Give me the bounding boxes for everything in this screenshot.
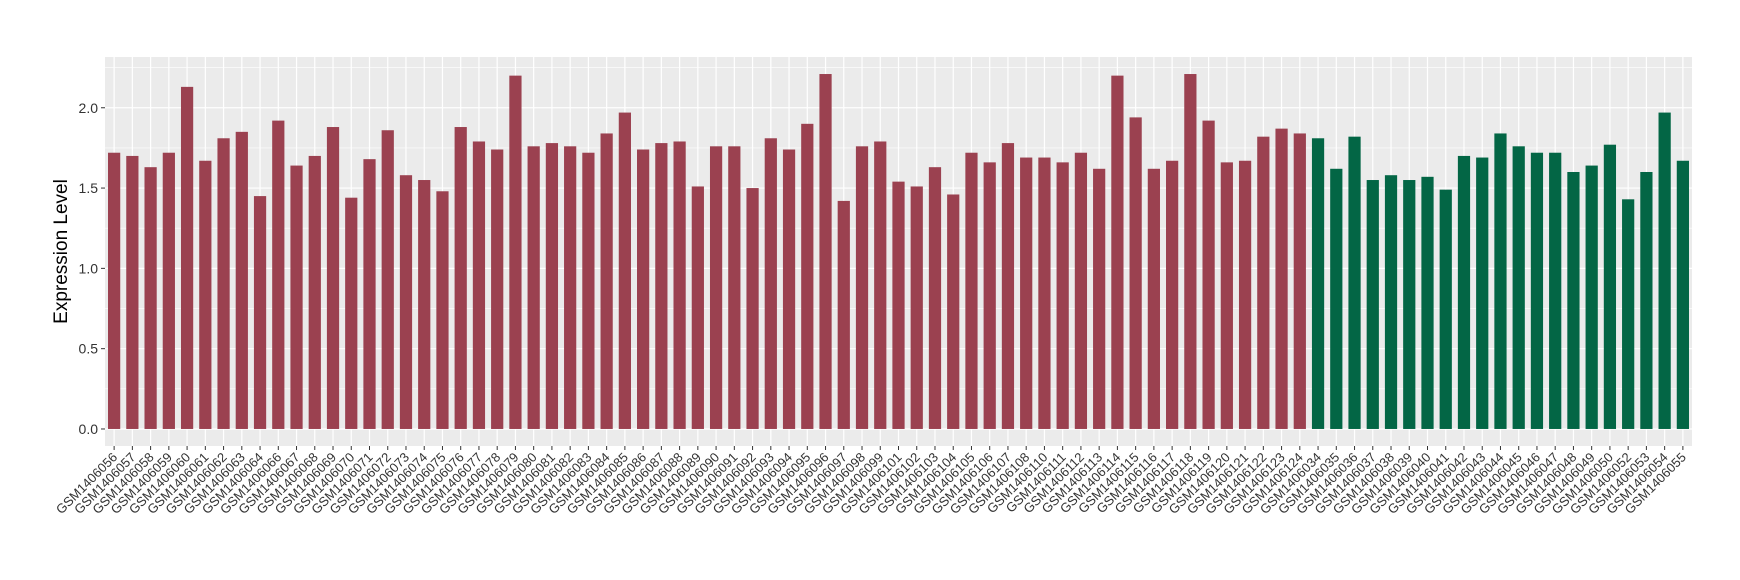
bar-GSM1406048 bbox=[1567, 171, 1580, 429]
bar-GSM1406047 bbox=[1549, 152, 1562, 429]
y-tick-label: 2.0 bbox=[79, 100, 99, 116]
y-tick-label: 1.0 bbox=[79, 260, 99, 276]
bar-GSM1406071 bbox=[363, 159, 376, 429]
bar-GSM1406077 bbox=[472, 141, 486, 429]
bar-GSM1406039 bbox=[1403, 180, 1416, 429]
bar-GSM1406098 bbox=[855, 146, 869, 429]
bar-GSM1406070 bbox=[345, 197, 358, 429]
bar-GSM1406049 bbox=[1585, 165, 1598, 429]
bar-GSM1406092 bbox=[746, 188, 759, 429]
bar-GSM1406068 bbox=[308, 155, 321, 429]
bar-GSM1406061 bbox=[199, 160, 212, 429]
bars bbox=[108, 74, 1689, 429]
bar-GSM1406064 bbox=[253, 196, 267, 429]
bar-GSM1406074 bbox=[418, 180, 431, 429]
bar-GSM1406045 bbox=[1512, 146, 1525, 429]
bar-GSM1406075 bbox=[436, 191, 449, 429]
bar-GSM1406062 bbox=[217, 138, 230, 429]
bar-GSM1406078 bbox=[491, 149, 504, 429]
bar-GSM1406041 bbox=[1439, 189, 1452, 429]
bar-GSM1406044 bbox=[1494, 133, 1507, 429]
bar-GSM1406035 bbox=[1330, 168, 1343, 429]
bar-GSM1406059 bbox=[162, 152, 175, 429]
bar-GSM1406122 bbox=[1257, 136, 1270, 429]
bar-GSM1406076 bbox=[454, 127, 467, 429]
bar-GSM1406093 bbox=[764, 138, 777, 429]
bar-GSM1406103 bbox=[928, 167, 942, 429]
bar-GSM1406055 bbox=[1676, 160, 1689, 429]
bar-GSM1406091 bbox=[728, 146, 741, 429]
y-tick-label: 0.0 bbox=[79, 421, 99, 437]
bar-GSM1406121 bbox=[1238, 160, 1252, 429]
bar-GSM1406124 bbox=[1293, 133, 1306, 429]
bar-GSM1406115 bbox=[1129, 117, 1142, 429]
bar-GSM1406117 bbox=[1166, 160, 1179, 429]
bar-GSM1406087 bbox=[655, 143, 668, 429]
bar-GSM1406034 bbox=[1311, 138, 1325, 429]
bar-GSM1406084 bbox=[600, 133, 613, 429]
bar-GSM1406097 bbox=[837, 200, 850, 429]
bar-GSM1406113 bbox=[1093, 168, 1106, 429]
bar-GSM1406081 bbox=[545, 143, 559, 429]
bar-GSM1406086 bbox=[637, 149, 650, 429]
bar-GSM1406088 bbox=[673, 141, 686, 429]
bar-GSM1406099 bbox=[874, 141, 887, 429]
bar-GSM1406104 bbox=[947, 194, 960, 429]
y-tick-label: 1.5 bbox=[79, 180, 99, 196]
bar-GSM1406106 bbox=[983, 162, 996, 429]
bar-GSM1406111 bbox=[1056, 162, 1069, 429]
bar-GSM1406118 bbox=[1184, 74, 1197, 429]
bar-GSM1406094 bbox=[782, 149, 796, 429]
bar-GSM1406102 bbox=[910, 186, 923, 429]
bar-GSM1406080 bbox=[527, 146, 540, 429]
bar-GSM1406123 bbox=[1275, 128, 1288, 429]
bar-GSM1406089 bbox=[691, 186, 704, 429]
bar-GSM1406067 bbox=[290, 165, 303, 429]
bar-GSM1406110 bbox=[1038, 157, 1051, 429]
bar-GSM1406095 bbox=[801, 123, 814, 429]
bar-GSM1406120 bbox=[1220, 162, 1233, 429]
bar-GSM1406058 bbox=[144, 167, 157, 429]
bar-GSM1406060 bbox=[180, 86, 194, 429]
bar-GSM1406114 bbox=[1111, 75, 1124, 429]
bar-GSM1406085 bbox=[618, 112, 631, 429]
y-tick-label: 0.5 bbox=[79, 341, 99, 357]
bar-GSM1406040 bbox=[1421, 176, 1434, 429]
bar-GSM1406101 bbox=[892, 181, 905, 429]
bar-GSM1406090 bbox=[709, 146, 723, 429]
bar-GSM1406053 bbox=[1640, 171, 1653, 429]
bar-GSM1406042 bbox=[1457, 155, 1471, 429]
bar-GSM1406107 bbox=[1001, 143, 1015, 429]
bar-GSM1406050 bbox=[1603, 144, 1617, 429]
bar-GSM1406073 bbox=[399, 175, 413, 429]
bar-GSM1406083 bbox=[582, 152, 595, 429]
bar-GSM1406066 bbox=[272, 120, 285, 429]
bar-GSM1406036 bbox=[1348, 136, 1361, 429]
bar-GSM1406043 bbox=[1476, 157, 1489, 429]
y-axis-title: Expression Level bbox=[51, 179, 72, 324]
bar-GSM1406108 bbox=[1020, 157, 1033, 429]
bar-GSM1406116 bbox=[1147, 168, 1160, 429]
y-axis: 0.0 0.5 1.0 1.5 2.0 bbox=[79, 100, 105, 437]
bar-GSM1406056 bbox=[108, 152, 121, 429]
bar-GSM1406112 bbox=[1074, 152, 1088, 429]
bar-GSM1406038 bbox=[1384, 175, 1398, 429]
bar-GSM1406069 bbox=[326, 127, 340, 429]
bar-GSM1406119 bbox=[1202, 120, 1215, 429]
bar-GSM1406037 bbox=[1366, 180, 1379, 429]
bar-GSM1406096 bbox=[819, 74, 832, 429]
bar-GSM1406052 bbox=[1622, 199, 1635, 429]
bar-GSM1406063 bbox=[235, 131, 248, 429]
bar-GSM1406105 bbox=[965, 152, 978, 429]
bar-GSM1406079 bbox=[509, 75, 522, 429]
x-axis: GSM1406056GSM1406057GSM1406058GSM1406059… bbox=[53, 446, 1689, 517]
bar-GSM1406082 bbox=[564, 146, 577, 429]
bar-GSM1406054 bbox=[1658, 112, 1671, 429]
bar-GSM1406046 bbox=[1530, 152, 1544, 429]
bar-GSM1406072 bbox=[381, 130, 394, 429]
bar-GSM1406057 bbox=[126, 155, 139, 429]
